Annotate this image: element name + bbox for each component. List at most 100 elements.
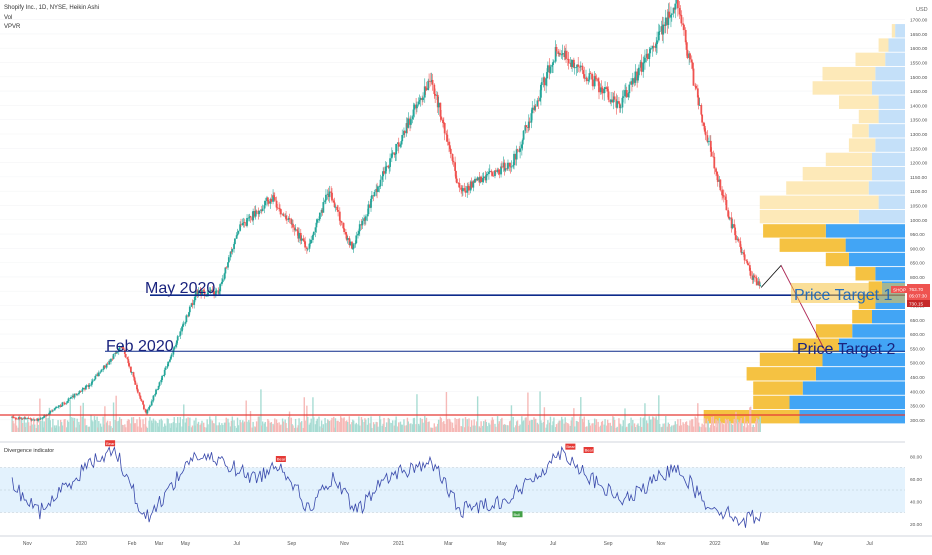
volume-bar <box>340 417 343 432</box>
vpvr-bar-down <box>885 52 905 67</box>
candle-body <box>713 156 716 169</box>
candle-body <box>488 171 490 175</box>
volume-bar <box>745 427 748 432</box>
rsi-tick-label: 20.00 <box>910 522 922 528</box>
volume-bar <box>757 419 760 432</box>
volume-bar <box>591 423 593 432</box>
candle-body <box>640 61 643 72</box>
volume-bar <box>342 418 344 432</box>
volume-bar <box>337 420 339 432</box>
annotation-feb-2020: Feb 2020 <box>106 338 174 355</box>
volume-bar <box>431 427 434 432</box>
candle-body <box>249 216 252 218</box>
vpvr-bar-up <box>852 124 869 138</box>
candle-body <box>241 223 244 226</box>
candle-body <box>504 168 507 171</box>
candle-body <box>331 192 333 201</box>
volume-bar <box>339 421 341 432</box>
candle-body <box>470 181 473 188</box>
volume-bar <box>607 422 610 432</box>
price-tick-label: 1400.00 <box>910 103 928 109</box>
candle-body <box>57 406 59 408</box>
candle-body <box>175 340 178 345</box>
candle-body <box>67 398 70 402</box>
volume-bar <box>181 426 183 432</box>
candle-body <box>179 331 182 336</box>
volume-bar <box>710 416 713 432</box>
volume-bar <box>61 425 64 432</box>
candle-body <box>753 275 756 278</box>
time-axis[interactable]: Nov 2020 Feb Mar May Jul Sep Nov 2021 Mar May Jul Se… <box>23 541 873 547</box>
candle-body <box>188 306 191 313</box>
time-tick-label: Mar <box>155 541 164 547</box>
volume-bar <box>324 417 326 432</box>
signal-label: Bear <box>585 448 594 453</box>
volume-bar <box>261 425 263 432</box>
volume-bar <box>240 422 242 432</box>
vpvr-bar-down <box>872 81 905 95</box>
candle-body <box>108 360 111 365</box>
volume-bar <box>23 419 25 432</box>
volume-bar <box>610 425 612 432</box>
volume-bar <box>530 419 533 432</box>
time-tick-label: Jul <box>866 541 872 547</box>
candle-body <box>567 58 570 64</box>
volume-bar <box>41 417 44 432</box>
candle-body <box>506 168 509 170</box>
price-tick-label: 800.00 <box>910 275 925 281</box>
volume-bar <box>509 421 511 432</box>
volume-bar <box>261 421 264 432</box>
candle-body <box>463 188 466 191</box>
volume-bar <box>652 417 655 432</box>
volume-bar <box>266 426 268 432</box>
volume-bar <box>722 424 724 432</box>
volume-bar <box>710 425 712 432</box>
volume-bar <box>215 416 217 432</box>
volume-bar <box>603 424 605 432</box>
candle-body <box>288 218 291 219</box>
vpvr-bar-down <box>868 124 905 138</box>
volume-bar <box>309 422 312 432</box>
candle-body <box>492 175 495 177</box>
candle-body <box>258 210 261 215</box>
candle-body <box>126 357 129 360</box>
volume-bar <box>359 425 361 432</box>
price-tick-label: 1000.00 <box>910 218 928 224</box>
time-tick-label: 2020 <box>76 541 87 547</box>
candle-body <box>565 50 567 59</box>
volume-bar <box>548 422 551 432</box>
volume-bar <box>63 419 65 432</box>
volume-bar <box>209 416 211 432</box>
vpvr-bar-down <box>872 152 905 167</box>
volume-bar <box>176 427 178 432</box>
volume-bar <box>279 425 281 432</box>
volume-bar <box>739 420 741 432</box>
candle-body <box>364 216 367 221</box>
volume-bar <box>109 421 111 432</box>
volume-bar <box>443 420 445 432</box>
volume-bar <box>209 419 212 432</box>
volume-bar <box>671 425 673 432</box>
volume-bar <box>97 427 99 432</box>
candle-body <box>318 212 321 220</box>
vpvr-bar-up <box>815 324 853 338</box>
vpvr-bar-down <box>839 338 905 352</box>
candle-body <box>598 81 600 93</box>
volume-bar <box>375 421 377 432</box>
volume-bar <box>138 416 141 432</box>
candle-body <box>346 238 349 240</box>
volume-bar <box>398 422 400 432</box>
candle-body <box>418 99 421 102</box>
volume-bar <box>588 422 591 432</box>
signal-badge <box>275 456 286 462</box>
volume-bar <box>348 416 351 432</box>
volume-bar <box>79 424 81 432</box>
volume-bar <box>331 417 333 432</box>
volume-bar <box>470 420 473 432</box>
vpvr-bar-down <box>895 24 905 38</box>
volume-bar <box>752 424 754 432</box>
last-price-badge <box>907 284 930 300</box>
candle-body <box>603 89 606 94</box>
